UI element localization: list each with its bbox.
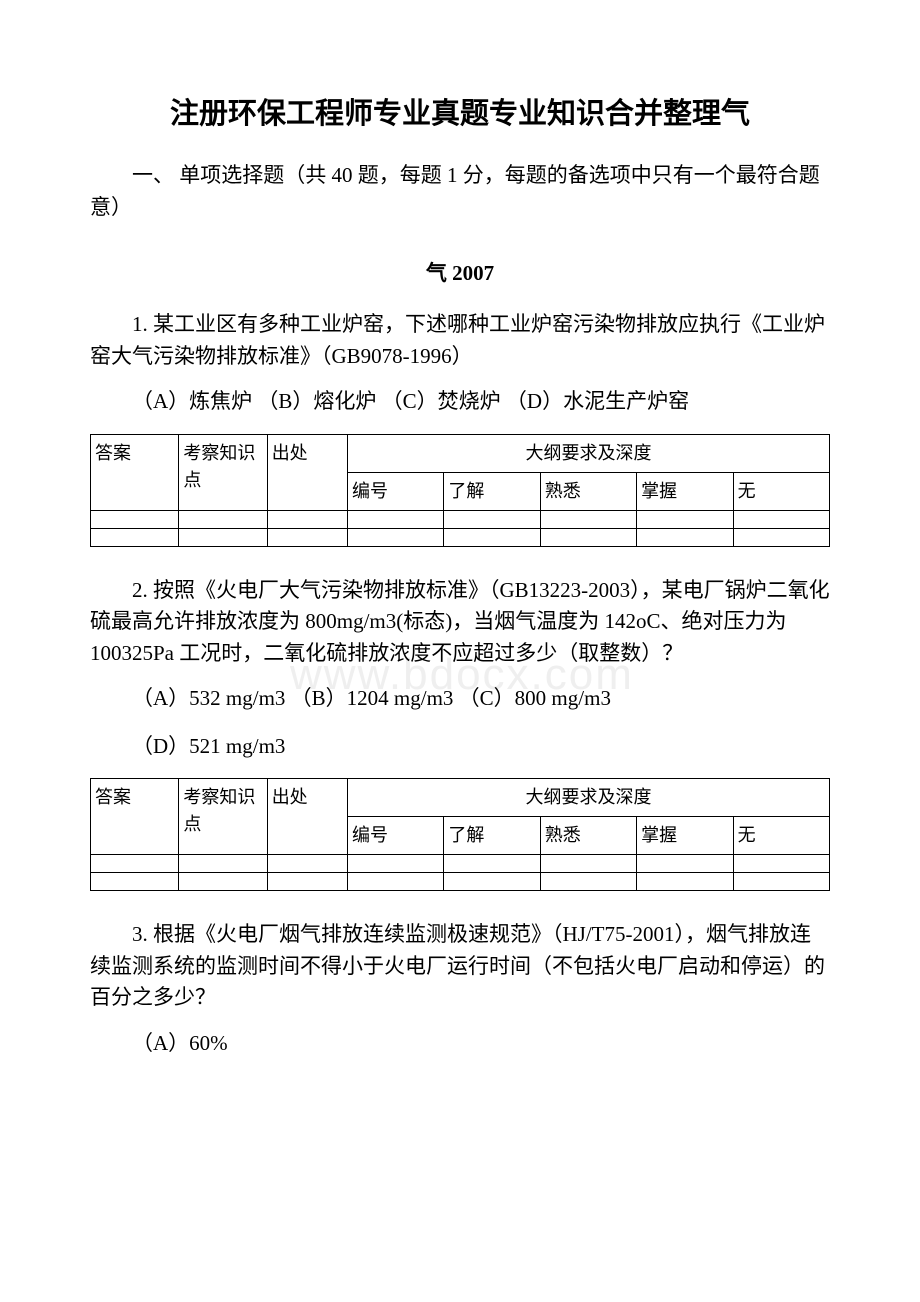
header-number: 编号 (348, 472, 444, 510)
question-options: （A）532 mg/m3 （B）1204 mg/m3 （C）800 mg/m3 (90, 683, 830, 715)
header-answer: 答案 (91, 434, 179, 510)
header-number: 编号 (348, 817, 444, 855)
answer-table: 答案 考察知识点 出处 大纲要求及深度 编号 了解 熟悉 掌握 无 (90, 778, 830, 891)
header-answer: 答案 (91, 779, 179, 855)
header-spec: 大纲要求及深度 (348, 779, 830, 817)
header-familiar: 熟悉 (540, 817, 636, 855)
header-understand: 了解 (444, 817, 540, 855)
table-row (91, 873, 830, 891)
header-master: 掌握 (637, 817, 733, 855)
intro-text: 一、 单项选择题（共 40 题，每题 1 分，每题的备选项中只有一个最符合题意） (90, 160, 830, 223)
header-none: 无 (733, 817, 829, 855)
question-text: 2. 按照《火电厂大气污染物排放标准》（GB13223-2003），某电厂锅炉二… (90, 575, 830, 670)
answer-table: 答案 考察知识点 出处 大纲要求及深度 编号 了解 熟悉 掌握 无 (90, 434, 830, 547)
header-source: 出处 (267, 779, 347, 855)
table-row (91, 510, 830, 528)
question-options: （A）60% (90, 1028, 830, 1060)
header-understand: 了解 (444, 472, 540, 510)
header-spec: 大纲要求及深度 (348, 434, 830, 472)
table-row (91, 855, 830, 873)
question-text: 1. 某工业区有多种工业炉窑，下述哪种工业炉窑污染物排放应执行《工业炉窑大气污染… (90, 309, 830, 372)
header-knowledge: 考察知识点 (179, 434, 267, 510)
page-title: 注册环保工程师专业真题专业知识合并整理气 (90, 90, 830, 132)
year-heading: 气 2007 (90, 257, 830, 287)
header-familiar: 熟悉 (540, 472, 636, 510)
header-master: 掌握 (637, 472, 733, 510)
table-row (91, 528, 830, 546)
question-options-d: （D）521 mg/m3 (90, 731, 830, 763)
header-knowledge: 考察知识点 (179, 779, 267, 855)
header-source: 出处 (267, 434, 347, 510)
table-row: 答案 考察知识点 出处 大纲要求及深度 (91, 434, 830, 472)
question-text: 3. 根据《火电厂烟气排放连续监测极速规范》（HJ/T75-2001），烟气排放… (90, 919, 830, 1014)
header-none: 无 (733, 472, 829, 510)
question-options: （A）炼焦炉 （B）熔化炉 （C）焚烧炉 （D）水泥生产炉窑 (90, 386, 830, 418)
table-row: 答案 考察知识点 出处 大纲要求及深度 (91, 779, 830, 817)
